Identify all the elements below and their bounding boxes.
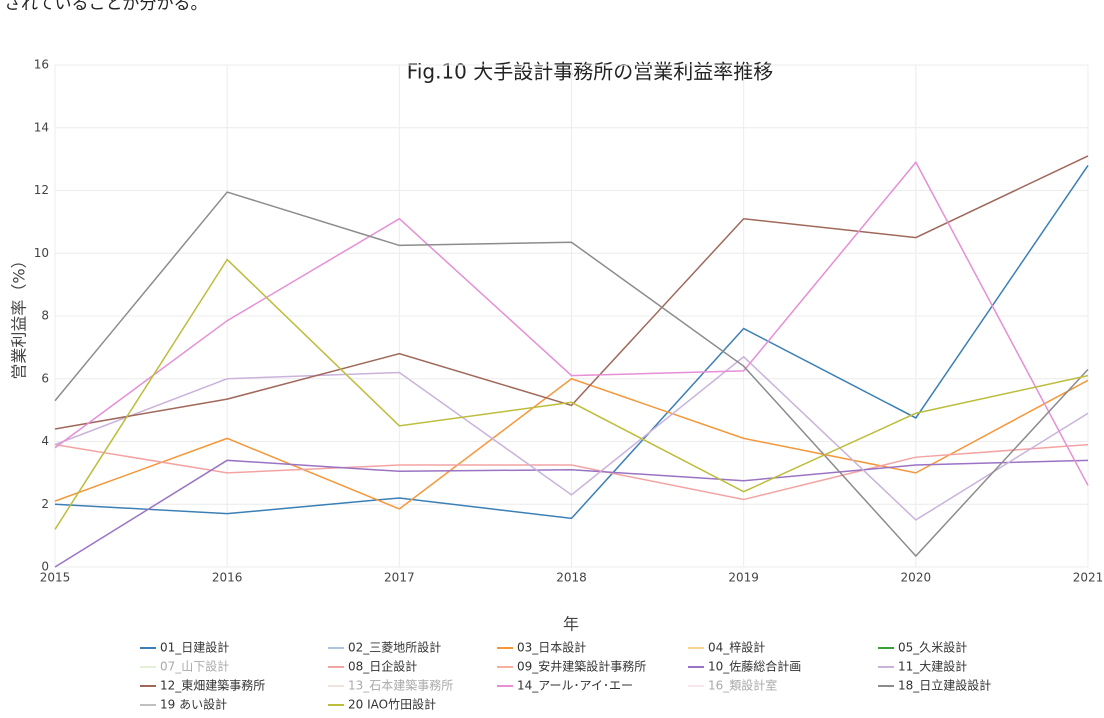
x-tick-label: 2015 — [40, 571, 71, 585]
legend-label: 04_梓設計 — [708, 640, 765, 655]
intro-text: されていることが分かる。 — [4, 0, 208, 14]
legend-label: 01_日建設計 — [160, 640, 229, 655]
legend-label: 12_東畑建築事務所 — [160, 678, 265, 693]
legend-label: 07_山下設計 — [160, 659, 229, 674]
series-line — [54, 355, 1089, 521]
y-tick-label: 6 — [41, 371, 49, 385]
y-tick-label: 0 — [41, 560, 49, 574]
legend-label: 11_大建設計 — [898, 659, 967, 674]
series-line — [54, 191, 1089, 558]
legend-label: 14_アール･アイ･エー — [517, 679, 633, 693]
legend-label: 18_日立建設設計 — [898, 678, 991, 693]
series-line — [54, 258, 1089, 530]
series-line — [54, 155, 1089, 430]
series-line — [54, 164, 1089, 520]
x-tick-label: 2020 — [901, 571, 932, 585]
x-tick-label: 2021 — [1073, 571, 1104, 585]
legend-label: 08_日企設計 — [348, 659, 417, 674]
legend-label: 09_安井建築設計事務所 — [517, 659, 646, 674]
x-tick-label: 2016 — [212, 571, 243, 585]
legend-label: 03_日本設計 — [517, 640, 586, 655]
y-tick-label: 16 — [34, 58, 49, 72]
y-tick-label: 12 — [34, 183, 49, 197]
y-tick-label: 8 — [41, 309, 49, 323]
y-tick-label: 14 — [34, 120, 49, 134]
series-line — [54, 377, 1089, 510]
legend-label: 16_類設計室 — [708, 678, 777, 693]
series-line — [54, 459, 1089, 568]
legend-label: 02_三菱地所設計 — [348, 640, 441, 655]
x-tick-label: 2018 — [556, 571, 587, 585]
y-axis-label: 営業利益率（%） — [10, 252, 29, 379]
series-line — [54, 443, 1089, 501]
series-line — [54, 160, 1089, 486]
legend-label: 10_佐藤総合計画 — [708, 659, 801, 674]
legend-label: 13_石本建築事務所 — [348, 678, 453, 693]
chart-title: Fig.10 大手設計事務所の営業利益率推移 — [407, 60, 773, 84]
legend-label: 05_久米設計 — [898, 640, 967, 655]
y-tick-label: 2 — [41, 497, 49, 511]
y-tick-label: 10 — [34, 246, 49, 260]
legend-label: 20 IAO竹田設計 — [348, 697, 436, 712]
y-tick-label: 4 — [41, 434, 49, 448]
x-tick-label: 2017 — [384, 571, 415, 585]
legend-label: 19 あい設計 — [160, 697, 227, 712]
x-tick-label: 2019 — [728, 571, 759, 585]
x-axis-label: 年 — [563, 615, 579, 634]
